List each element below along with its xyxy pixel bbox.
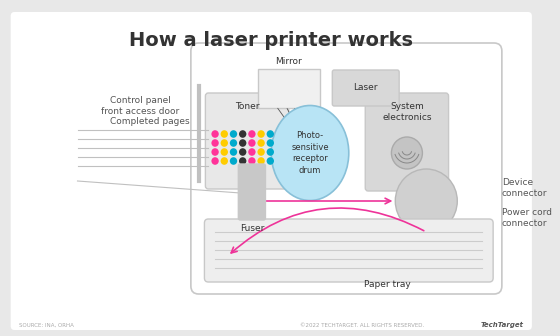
Circle shape [230, 157, 237, 165]
Circle shape [212, 130, 219, 138]
Circle shape [221, 130, 228, 138]
Circle shape [267, 130, 274, 138]
Ellipse shape [271, 106, 349, 201]
Circle shape [395, 169, 458, 233]
Circle shape [258, 157, 265, 165]
Text: Paper tray: Paper tray [364, 280, 411, 289]
Circle shape [221, 139, 228, 147]
Text: Device
connector: Device connector [502, 178, 547, 198]
Circle shape [267, 139, 274, 147]
Text: Completed pages: Completed pages [110, 117, 190, 126]
Circle shape [258, 148, 265, 156]
Circle shape [230, 148, 237, 156]
Text: Control panel
front access door: Control panel front access door [101, 96, 180, 116]
Circle shape [230, 130, 237, 138]
Circle shape [212, 157, 219, 165]
Text: How a laser printer works: How a laser printer works [129, 31, 413, 50]
Circle shape [221, 148, 228, 156]
Text: ©2022 TECHTARGET. ALL RIGHTS RESERVED.: ©2022 TECHTARGET. ALL RIGHTS RESERVED. [300, 323, 424, 328]
Text: Toner: Toner [235, 102, 259, 111]
FancyBboxPatch shape [191, 43, 502, 294]
Circle shape [239, 157, 246, 165]
Circle shape [212, 148, 219, 156]
Text: System
electronics: System electronics [382, 102, 432, 122]
Circle shape [248, 148, 255, 156]
Circle shape [248, 139, 255, 147]
FancyBboxPatch shape [332, 70, 399, 106]
Circle shape [239, 139, 246, 147]
Text: Fuser: Fuser [240, 224, 264, 233]
FancyBboxPatch shape [258, 69, 320, 108]
FancyBboxPatch shape [204, 219, 493, 282]
Text: Power cord
connector: Power cord connector [502, 208, 552, 228]
Text: Photo-
sensitive
receptor
drum: Photo- sensitive receptor drum [291, 131, 329, 175]
Circle shape [267, 157, 274, 165]
FancyBboxPatch shape [365, 93, 449, 191]
Circle shape [267, 148, 274, 156]
Circle shape [212, 139, 219, 147]
Circle shape [239, 148, 246, 156]
FancyBboxPatch shape [206, 93, 289, 189]
FancyBboxPatch shape [239, 164, 265, 220]
Text: Laser: Laser [353, 84, 377, 92]
Circle shape [258, 139, 265, 147]
Circle shape [248, 130, 255, 138]
Circle shape [258, 130, 265, 138]
Circle shape [391, 137, 422, 169]
Circle shape [221, 157, 228, 165]
FancyBboxPatch shape [11, 12, 532, 330]
Text: SOURCE: INA, ORHA: SOURCE: INA, ORHA [20, 323, 74, 328]
Text: Mirror: Mirror [276, 57, 302, 66]
Circle shape [239, 130, 246, 138]
Circle shape [248, 157, 255, 165]
Circle shape [230, 139, 237, 147]
Text: TechTarget: TechTarget [480, 322, 523, 328]
